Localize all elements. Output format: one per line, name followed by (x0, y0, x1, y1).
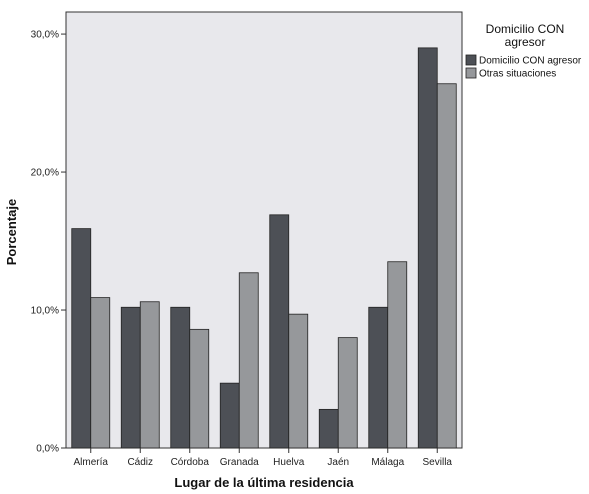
x-axis-title: Lugar de la última residencia (174, 475, 354, 490)
bar (417, 47, 438, 449)
x-tick-label: Granada (220, 457, 259, 468)
bar (238, 272, 259, 449)
x-tick-label: Huelva (273, 457, 305, 468)
legend-items: Domicilio CON agresor Otras situaciones (465, 54, 582, 80)
bar (387, 261, 408, 449)
bars-group (71, 47, 457, 449)
bar (170, 306, 191, 449)
bar (288, 313, 309, 449)
bar (189, 328, 210, 449)
x-axis: Almería Cádiz Córdoba Granada Huelva Jaén Mála… (74, 448, 453, 468)
x-tick-label: Jaén (327, 457, 349, 468)
y-axis: 0,0% 10,0% 20,0% 30,0% (31, 30, 66, 455)
x-tick-label: Almería (74, 457, 109, 468)
legend-label: Otras situaciones (479, 69, 556, 80)
bar (269, 214, 290, 449)
bar (139, 301, 160, 449)
legend: Domicilio CON agresor Domicilio CON agre… (465, 22, 582, 80)
legend-swatch (465, 54, 477, 66)
y-tick-label: 20,0% (31, 168, 59, 179)
bar (219, 382, 240, 449)
x-tick-label: Cádiz (127, 457, 153, 468)
bar (318, 408, 339, 449)
bar (337, 337, 358, 449)
y-tick-label: 0,0% (36, 444, 59, 455)
legend-swatch (465, 67, 477, 79)
y-tick-label: 30,0% (31, 30, 59, 41)
bar (120, 306, 141, 449)
bar (90, 297, 111, 449)
y-axis-title: Porcentaje (4, 199, 19, 265)
legend-title-line-1: Domicilio CON (486, 22, 565, 36)
x-tick-label: Córdoba (171, 457, 210, 468)
y-tick-label: 10,0% (31, 306, 59, 317)
bar (368, 306, 389, 449)
bar (436, 83, 457, 449)
x-tick-label: Málaga (371, 457, 404, 468)
legend-title-line-2: agresor (505, 35, 546, 49)
x-tick-label: Sevilla (423, 457, 453, 468)
legend-label: Domicilio CON agresor (479, 56, 582, 67)
bar (71, 228, 92, 449)
